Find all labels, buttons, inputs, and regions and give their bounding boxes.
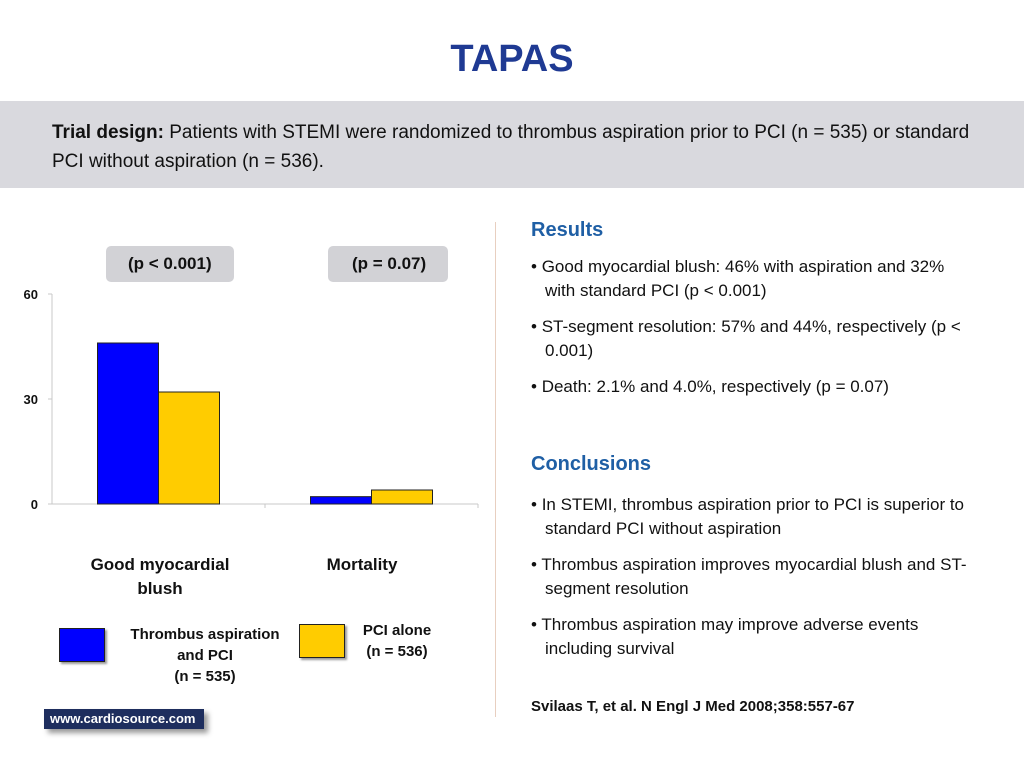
bar-pci-alone-mortality — [371, 489, 433, 505]
p-value-2: (p = 0.07) — [352, 254, 427, 273]
trial-design-text: Trial design: Patients with STEMI were r… — [52, 118, 972, 176]
legend-swatch-aspiration — [59, 628, 105, 662]
results-item: ST-segment resolution: 57% and 44%, resp… — [531, 315, 971, 363]
conclusions-item: Thrombus aspiration may improve adverse … — [531, 613, 971, 661]
conclusions-item: In STEMI, thrombus aspiration prior to P… — [531, 493, 971, 541]
results-list: Good myocardial blush: 46% with aspirati… — [531, 255, 971, 411]
results-item: Good myocardial blush: 46% with aspirati… — [531, 255, 971, 303]
legend-swatch-pci — [299, 624, 345, 658]
bar-aspiration-blush — [97, 342, 159, 505]
legend-pci-line-1: PCI alone — [362, 622, 432, 639]
column-divider — [495, 222, 496, 717]
results-heading: Results — [531, 219, 604, 241]
category-label-blush: Good myocardial blush — [90, 555, 230, 598]
legend-aspiration-line-2: and PCI — [177, 647, 233, 664]
legend-aspiration-line-1: Thrombus aspiration — [130, 626, 280, 643]
y-tick-label: 60 — [24, 287, 38, 302]
y-tick-label: 30 — [24, 392, 38, 407]
p-value-box-1: (p < 0.001) — [106, 246, 234, 282]
conclusions-list: In STEMI, thrombus aspiration prior to P… — [531, 493, 971, 673]
reference-citation: Svilaas T, et al. N Engl J Med 2008;358:… — [531, 698, 855, 715]
bar-pci-alone-blush — [158, 391, 220, 505]
legend-aspiration-line-3: (n = 535) — [174, 668, 236, 685]
bar-chart: 0 30 60 — [24, 287, 479, 512]
conclusions-heading: Conclusions — [531, 453, 652, 475]
conclusions-item: Thrombus aspiration improves myocardial … — [531, 553, 971, 601]
slide-title: TAPAS — [450, 38, 574, 80]
cardiosource-logo: www.cardiosource.com — [44, 709, 204, 729]
trial-design-band — [0, 101, 1024, 188]
trial-design-body: Patients with STEMI were randomized to t… — [52, 122, 970, 172]
y-tick-label: 0 — [31, 497, 38, 512]
results-item: Death: 2.1% and 4.0%, respectively (p = … — [531, 375, 971, 399]
trial-design-label: Trial design: — [52, 122, 164, 143]
p-value-box-2: (p = 0.07) — [328, 246, 448, 282]
legend-pci-line-2: (n = 536) — [366, 643, 428, 660]
legend-label-pci: PCI alone (n = 536) — [345, 620, 449, 662]
category-label-mortality: Mortality — [326, 555, 398, 574]
legend-label-aspiration: Thrombus aspiration and PCI (n = 535) — [115, 624, 295, 687]
p-value-1: (p < 0.001) — [128, 254, 212, 273]
bar-aspiration-mortality — [310, 496, 372, 505]
